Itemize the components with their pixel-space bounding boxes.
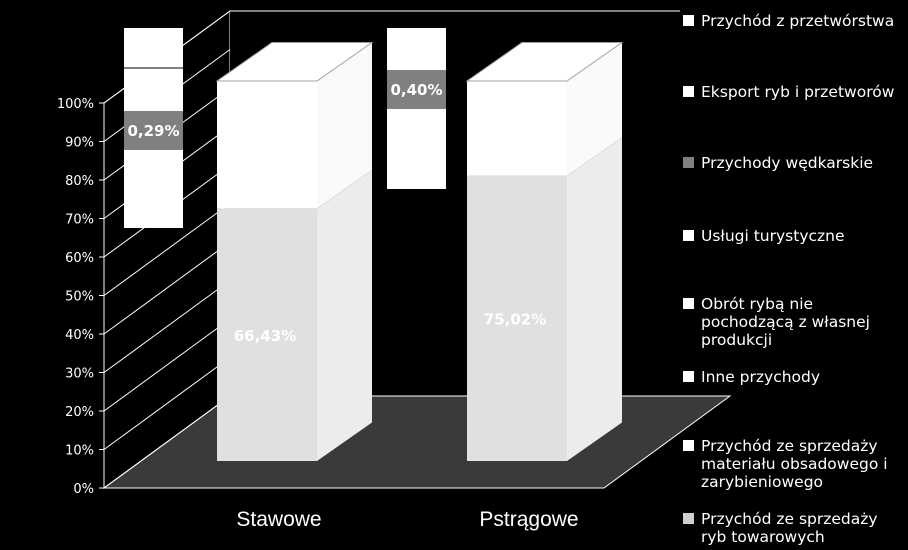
depth-gridline: [103, 318, 231, 412]
depth-gridline: [103, 395, 231, 489]
legend-label: Eksport ryb i przetworów: [701, 83, 895, 101]
legend: Przychód z przetwórstwa Eksport ryb i pr…: [683, 0, 908, 550]
data-label-ryby-towarowe: 66,43%: [234, 327, 296, 345]
legend-item-eksport: Eksport ryb i przetworów: [683, 83, 905, 101]
bar-side-other: [567, 42, 622, 176]
y-tick-label: 0%: [73, 482, 94, 497]
bar-side-ryby-towarowe: [317, 170, 372, 462]
legend-swatch: [683, 371, 694, 382]
y-tick-label: 80%: [65, 174, 94, 189]
legend-label: Przychód z przetwórstwa: [701, 12, 895, 30]
legend-item-przetworstwo: Przychód z przetwórstwa: [683, 12, 905, 30]
legend-label: Inne przychody: [701, 368, 821, 386]
x-category-label: Stawowe: [236, 508, 321, 531]
y-tick-label: 10%: [65, 444, 94, 459]
bar-side-ryby-towarowe: [567, 137, 622, 461]
depth-gridline: [103, 203, 231, 296]
legend-swatch: [683, 86, 694, 97]
legend-swatch: [683, 230, 694, 241]
legend-item-material-obsadowy: Przychód ze sprzedaży materiału obsadowe…: [683, 437, 901, 491]
bar-segment-ryby-towarowe: [217, 208, 317, 461]
depth-gridline: [103, 357, 231, 450]
y-tick-label: 60%: [65, 251, 94, 266]
legend-label: Przychody wędkarskie: [701, 154, 874, 172]
bar-top-face: [465, 42, 624, 82]
callout-segment-przychody-wedkarskie: [387, 70, 446, 109]
y-tick-label: 90%: [65, 136, 94, 151]
legend-item-inne: Inne przychody: [683, 368, 905, 386]
y-tick-label: 50%: [65, 290, 94, 305]
legend-swatch: [683, 157, 694, 168]
legend-item-obrot: Obrót rybą nie pochodzącą z własnej prod…: [683, 295, 898, 349]
legend-swatch: [683, 15, 694, 26]
bar-side-other: [317, 42, 372, 209]
legend-swatch: [683, 513, 694, 524]
legend-label: Obrót rybą nie pochodzącą z własnej prod…: [701, 295, 870, 349]
callout-segment-przychody-wedkarskie: [124, 111, 183, 150]
data-label-przychody-wedkarskie: 0,29%: [127, 122, 179, 140]
y-tick-label: 100%: [57, 97, 94, 112]
x-category-label: Pstrągowe: [479, 508, 578, 531]
legend-swatch: [683, 298, 694, 309]
legend-item-wedkarskie: Przychody wędkarskie: [683, 154, 905, 172]
legend-label: Przychód ze sprzedaży materiału obsadowe…: [701, 437, 888, 491]
data-label-przychody-wedkarskie: 0,40%: [390, 81, 442, 99]
legend-swatch: [683, 440, 694, 451]
legend-label: Usługi turystyczne: [701, 227, 845, 245]
depth-gridline: [103, 241, 231, 335]
bar-segment-other: [467, 81, 567, 176]
y-tick-label: 30%: [65, 367, 94, 382]
legend-item-turystyczne: Usługi turystyczne: [683, 227, 905, 245]
y-tick-label: 40%: [65, 328, 94, 343]
depth-gridline: [103, 280, 231, 373]
legend-label: Przychód ze sprzedaży ryb towarowych: [701, 510, 878, 546]
bar-segment-other: [217, 81, 317, 209]
bar-segment-ryby-towarowe: [467, 175, 567, 461]
bar-top-face: [215, 42, 374, 82]
y-tick-label: 20%: [65, 405, 94, 420]
data-label-ryby-towarowe: 75,02%: [484, 310, 546, 328]
y-tick-label: 70%: [65, 213, 94, 228]
legend-item-ryby-towarowe: Przychód ze sprzedaży ryb towarowych: [683, 510, 893, 546]
